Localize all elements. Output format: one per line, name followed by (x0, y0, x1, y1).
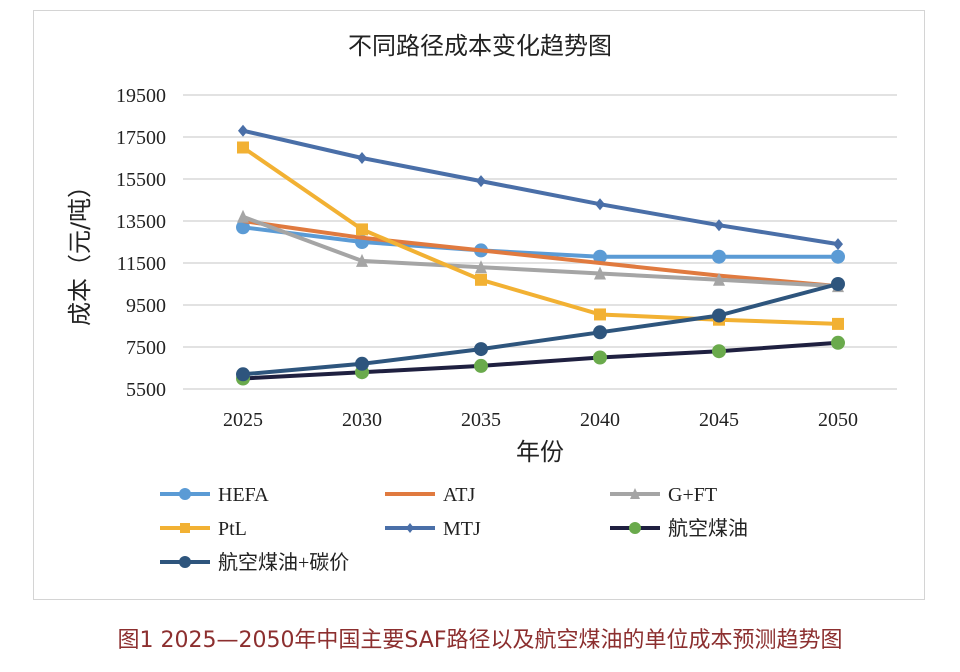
data-point (712, 344, 726, 359)
data-point (712, 249, 726, 264)
data-point (357, 152, 367, 164)
data-point (238, 124, 248, 137)
x-tick-label: 2050 (818, 409, 858, 431)
x-tick-label: 2025 (223, 409, 263, 431)
data-point (474, 342, 488, 357)
data-point (831, 277, 845, 291)
legend-marker (406, 523, 414, 533)
series-line (242, 128, 839, 247)
y-tick-label: 9500 (126, 295, 166, 317)
y-tick-label: 5500 (126, 379, 166, 401)
x-axis-label: 年份 (516, 438, 564, 466)
legend-label: MTJ (443, 518, 481, 540)
data-point (713, 272, 725, 286)
legend-marker (180, 523, 190, 533)
series-line (242, 219, 839, 289)
legend-label: PtL (218, 518, 247, 540)
legend-label: ATJ (443, 484, 475, 506)
y-tick-label: 15500 (116, 169, 166, 191)
data-point (833, 238, 843, 251)
y-tick-label: 17500 (116, 127, 166, 149)
x-tick-label: 2030 (342, 409, 382, 431)
legend-marker (630, 488, 640, 499)
series-line (242, 214, 839, 289)
y-tick-label: 19500 (116, 85, 166, 107)
data-point (355, 356, 369, 371)
line-chart: 不同路径成本变化趋势图 5500 7500 9500 11500 13500 15500 17… (66, 32, 897, 574)
data-point (236, 220, 250, 235)
chart-frame (33, 10, 925, 600)
series-line (242, 225, 838, 259)
y-tick-label: 11500 (117, 253, 166, 275)
data-point (594, 308, 606, 321)
data-point (237, 141, 249, 154)
data-point (593, 249, 607, 264)
legend-marker (629, 522, 641, 534)
data-point (593, 325, 607, 340)
data-point (474, 358, 488, 373)
x-tick-label: 2040 (580, 409, 620, 431)
series-line (242, 282, 839, 377)
x-tick-label: 2045 (699, 409, 739, 431)
legend-marker (179, 556, 191, 568)
series-line (241, 145, 839, 326)
x-tick-label: 2035 (461, 409, 501, 431)
data-point (475, 260, 487, 274)
data-point (237, 209, 249, 223)
data-point (236, 367, 250, 382)
legend-marker (179, 488, 191, 500)
legend-label: HEFA (218, 484, 269, 506)
y-tick-label: 13500 (116, 211, 166, 233)
data-point (832, 317, 844, 330)
data-point (714, 219, 724, 232)
data-point (831, 249, 845, 264)
chart-title: 不同路径成本变化趋势图 (348, 32, 612, 60)
figure-caption: 图1 2025—2050年中国主要SAF路径以及航空煤油的单位成本预测趋势图 (117, 628, 843, 653)
data-point (712, 308, 726, 323)
data-point (594, 266, 606, 280)
y-tick-label: 7500 (126, 337, 166, 359)
legend-label: 航空煤油+碳价 (218, 551, 349, 574)
legend-label: 航空煤油 (668, 517, 748, 540)
data-point (475, 273, 487, 286)
data-point (356, 253, 368, 267)
data-point (476, 175, 486, 188)
legend-label: G+FT (668, 484, 717, 506)
y-axis-label: 成本（元/吨） (66, 174, 94, 326)
data-point (593, 350, 607, 365)
data-point (595, 198, 605, 211)
series-line (242, 340, 839, 381)
data-point (356, 223, 368, 236)
data-point (831, 335, 845, 350)
